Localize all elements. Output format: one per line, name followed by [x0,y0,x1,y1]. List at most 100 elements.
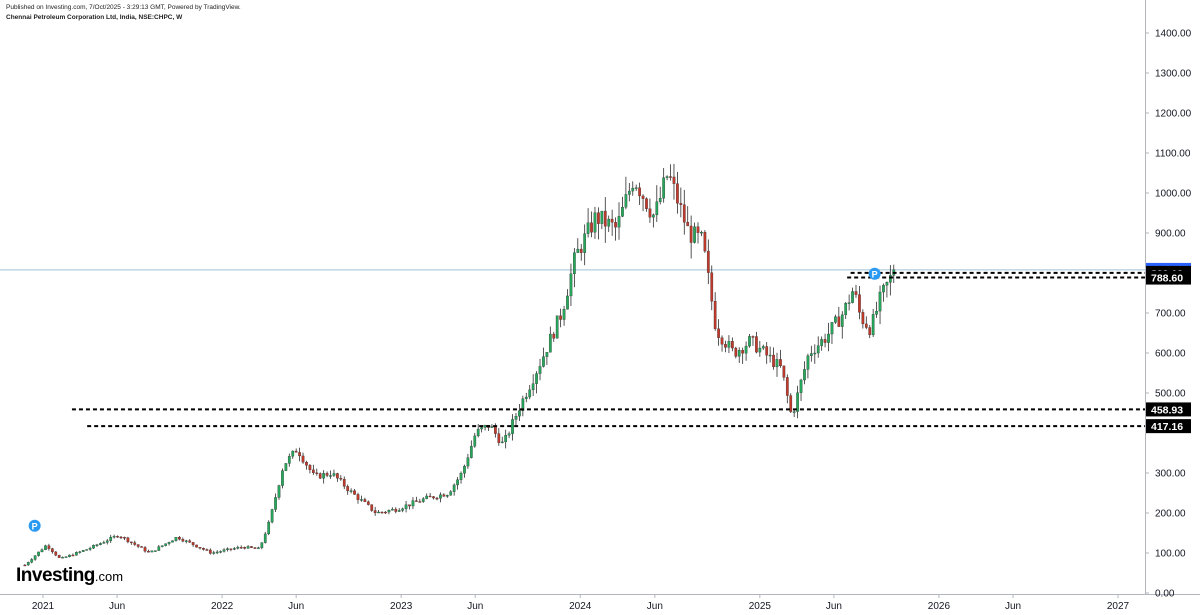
x-tick-label: 2027 [1107,601,1130,612]
candle-body [552,333,556,339]
candles-layer [23,163,896,567]
y-tick-label: 500.00 [1155,389,1186,400]
candle-body [425,495,429,499]
y-tick-label: 1400.00 [1155,29,1192,40]
candle-body [665,176,669,178]
candle-body [432,496,435,499]
candle-body [342,479,346,487]
candle-body [129,541,133,544]
candle-body [816,345,820,354]
candle-body [44,545,47,550]
x-tick-label: 2024 [569,601,592,612]
candle-body [442,494,446,497]
candle-body [68,554,71,557]
candle-body [233,548,236,550]
candle-body [267,521,271,535]
candle-body [631,187,635,192]
x-tick-label: 2023 [390,601,413,612]
candle-body [47,545,51,549]
candle-body [765,346,769,356]
candle-body [662,177,666,199]
candle-body [85,549,89,551]
investing-logo: Investing.com [16,565,123,587]
candle-body [284,463,288,471]
candle-body [600,210,604,224]
candle-body [202,548,205,550]
candle-body [239,547,243,549]
candle-body [40,549,44,553]
price-marker-label: P [872,269,878,279]
logo-suffix: .com [94,569,124,584]
candle-body [607,218,611,227]
candle-body [827,333,830,343]
candle-body [133,542,137,545]
x-tick-label: 2022 [211,601,234,612]
symbol-title: Chennai Petroleum Corporation Ltd, India… [6,14,183,21]
candle-body [583,233,587,253]
candle-body [531,383,535,391]
chart-header: Published on Investing.com, 7/Oct/2025 -… [6,3,241,23]
price-marker[interactable] [28,519,41,532]
candle-body [222,549,226,552]
candle-body [538,366,542,374]
candle-body [102,542,106,544]
candle-body [782,365,786,378]
candle-body [579,248,583,253]
candle-body [593,212,597,233]
candle-body [253,547,257,549]
candle-body [573,252,576,275]
candle-body [236,547,240,549]
candle-body [229,548,233,550]
candle-body [737,350,741,357]
candle-body [318,473,322,479]
candle-body [634,187,638,189]
candle-body [71,554,75,557]
candle-body [26,562,30,566]
y-tick-label: 1100.00 [1155,149,1191,160]
candle-body [384,511,387,514]
candle-body [689,225,693,243]
candle-body [641,195,645,199]
candle-body [78,551,82,553]
candle-body [710,272,714,302]
candle-body [796,392,799,412]
candle-body [205,549,209,551]
candle-body [116,536,119,538]
x-tick-label: Jun [288,601,304,612]
candle-body [524,396,528,399]
candle-body [315,472,319,475]
level-label-bg [1146,270,1191,285]
candle-body [329,475,332,477]
y-tick-label: 0.00 [1155,589,1175,600]
y-tick-label: 1200.00 [1155,109,1192,120]
candle-body [75,552,78,556]
candle-body [377,511,380,514]
candle-body [830,322,834,335]
level-label-bg [1146,402,1191,417]
candle-body [682,204,686,223]
price-marker[interactable] [868,267,881,280]
candle-body [394,508,398,512]
level-label: 788.60 [1151,273,1183,285]
x-tick-label: Jun [647,601,663,612]
candle-body [57,555,61,558]
x-tick-label: 2021 [32,601,55,612]
candle-body [188,540,192,543]
candle-body [112,536,116,538]
candle-body [837,316,841,327]
candle-body [421,498,425,502]
candle-body [88,547,92,550]
candle-body [418,501,422,503]
y-tick-label: 600.00 [1155,349,1186,360]
candle-body [731,341,734,349]
candle-body [33,555,37,560]
candle-body [349,490,353,492]
candle-body [679,203,683,205]
candle-body [291,450,295,457]
candle-body [693,226,696,243]
candle-body [198,547,202,549]
candle-body [820,339,824,346]
candle-body [755,336,758,353]
